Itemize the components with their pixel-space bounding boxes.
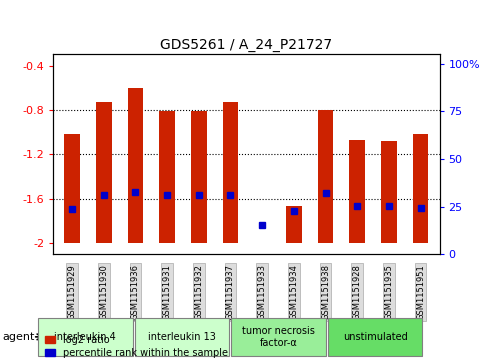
Text: unstimulated: unstimulated [343, 332, 408, 342]
Text: agent: agent [2, 332, 35, 342]
Bar [412, 134, 428, 243]
Bar [318, 110, 333, 243]
Bar [286, 207, 302, 243]
Bar [96, 102, 112, 243]
Title: GDS5261 / A_24_P21727: GDS5261 / A_24_P21727 [160, 38, 332, 52]
Bar [128, 88, 143, 243]
Bar [349, 140, 365, 243]
Bar [191, 111, 207, 243]
Bar [64, 134, 80, 243]
Bar [159, 111, 175, 243]
Bar [223, 102, 239, 243]
Legend: log2 ratio, percentile rank within the sample: log2 ratio, percentile rank within the s… [43, 333, 230, 360]
Text: tumor necrosis
factor-α: tumor necrosis factor-α [242, 326, 315, 348]
Text: interleukin 13: interleukin 13 [148, 332, 216, 342]
Text: interleukin 4: interleukin 4 [55, 332, 116, 342]
Bar [381, 141, 397, 243]
